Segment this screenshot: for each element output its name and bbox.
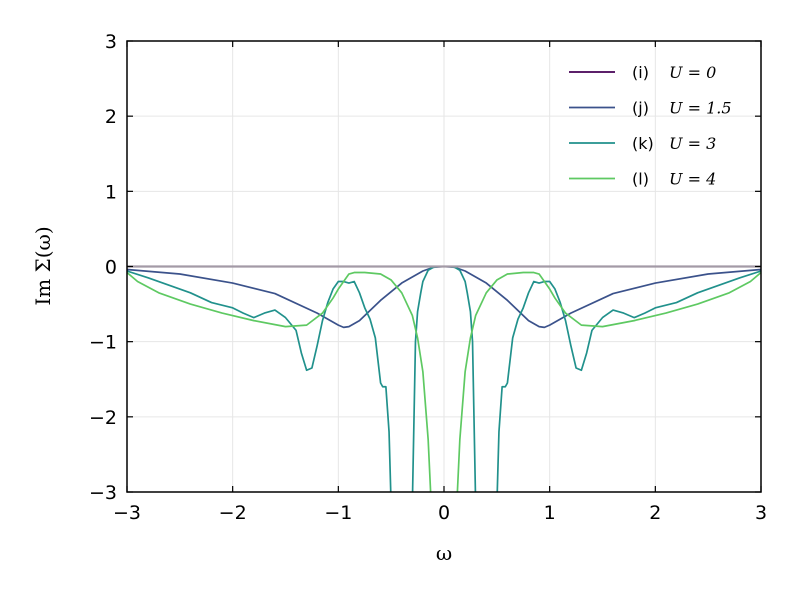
y-tick-label: 0 [105,257,117,279]
y-tick-label: −3 [89,482,117,504]
y-axis-label: Im Σ(ω) [31,226,55,305]
y-tick-label: 2 [105,106,117,128]
x-axis-label: ω [436,541,452,565]
legend-label-1: (j) [632,99,649,118]
legend-math-1: U = 1.5 [669,99,732,118]
y-tick-label: 3 [105,31,117,53]
x-tick-label: −2 [219,502,247,524]
x-tick-label: 1 [544,502,556,524]
x-tick-label: 3 [755,502,767,524]
series-group [127,265,761,492]
ticks: −3 −2 −1 0 1 2 3 −3 −2 −1 0 1 2 3 [89,31,767,524]
legend-label-3: (l) [632,170,649,189]
y-tick-label: −1 [89,332,117,354]
y-tick-label: −2 [89,407,117,429]
legend-math-3: U = 4 [669,170,716,189]
legend-label-0: (i) [632,63,649,82]
legend-math-0: U = 0 [669,63,716,82]
series-line-3 [127,271,761,492]
x-tick-label: −3 [113,502,141,524]
legend: (i) U = 0 (j) U = 1.5 (k) U = 3 (l) U = 4 [569,63,732,189]
y-tick-label: 1 [105,181,117,203]
legend-label-2: (k) [632,134,654,153]
legend-math-2: U = 3 [669,134,716,153]
x-tick-label: 0 [438,502,450,524]
x-tick-label: 2 [649,502,661,524]
x-tick-label: −1 [324,502,352,524]
